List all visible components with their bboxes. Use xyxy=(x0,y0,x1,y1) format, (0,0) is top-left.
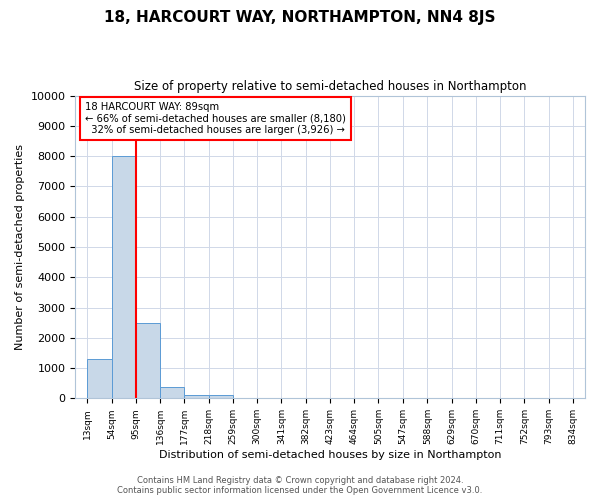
Text: 18 HARCOURT WAY: 89sqm
← 66% of semi-detached houses are smaller (8,180)
  32% o: 18 HARCOURT WAY: 89sqm ← 66% of semi-det… xyxy=(85,102,346,135)
Bar xyxy=(209,396,233,398)
Text: 18, HARCOURT WAY, NORTHAMPTON, NN4 8JS: 18, HARCOURT WAY, NORTHAMPTON, NN4 8JS xyxy=(104,10,496,25)
X-axis label: Distribution of semi-detached houses by size in Northampton: Distribution of semi-detached houses by … xyxy=(159,450,502,460)
Bar xyxy=(136,322,160,398)
Bar xyxy=(184,394,209,398)
Y-axis label: Number of semi-detached properties: Number of semi-detached properties xyxy=(15,144,25,350)
Bar xyxy=(112,156,136,398)
Bar xyxy=(160,387,184,398)
Bar xyxy=(88,359,112,399)
Title: Size of property relative to semi-detached houses in Northampton: Size of property relative to semi-detach… xyxy=(134,80,526,93)
Text: Contains HM Land Registry data © Crown copyright and database right 2024.
Contai: Contains HM Land Registry data © Crown c… xyxy=(118,476,482,495)
